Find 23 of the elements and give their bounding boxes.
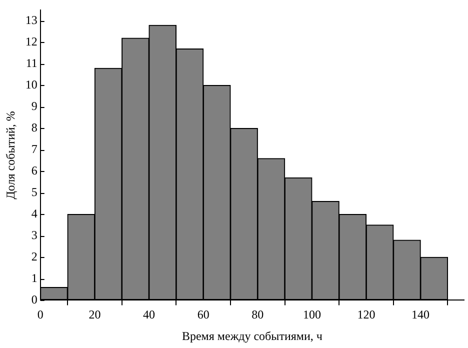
y-tick-label: 13 xyxy=(25,13,38,28)
x-tick-label: 60 xyxy=(197,308,210,322)
y-tick-label: 3 xyxy=(31,228,38,242)
y-tick-label: 0 xyxy=(31,292,38,306)
x-axis-title: Время между событиями, ч xyxy=(182,328,322,343)
y-axis-title: Доля событий, % xyxy=(3,111,18,200)
x-tick-label: 140 xyxy=(412,308,430,322)
y-tick-label: 5 xyxy=(31,184,38,199)
y-tick-label: 6 xyxy=(31,163,38,178)
x-tick-label: 20 xyxy=(88,308,101,322)
y-tick-label: 12 xyxy=(25,34,38,49)
x-tick-label: 100 xyxy=(302,308,321,322)
y-tick-label: 11 xyxy=(26,56,38,70)
y-tick-label: 7 xyxy=(31,142,38,156)
x-tick-label: 120 xyxy=(357,308,376,322)
x-tick-label: 40 xyxy=(143,308,156,322)
y-tick-label: 8 xyxy=(31,120,38,135)
y-tick-label: 2 xyxy=(31,249,38,264)
y-tick-label: 1 xyxy=(31,270,38,285)
y-tick-label: 4 xyxy=(31,206,38,220)
y-tick-label: 9 xyxy=(31,99,38,114)
x-tick-label: 80 xyxy=(252,308,264,322)
y-tick-label: 10 xyxy=(25,78,38,92)
